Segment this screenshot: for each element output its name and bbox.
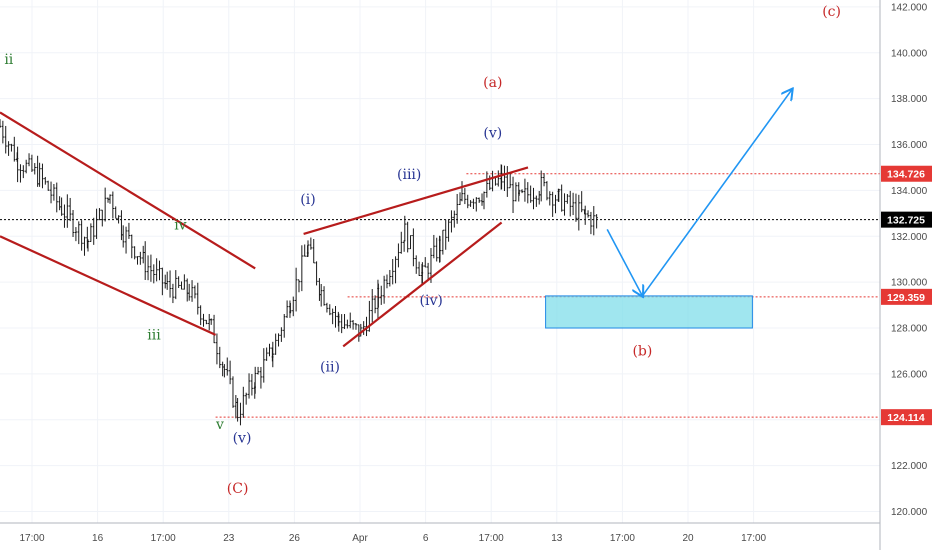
wave-label: iv	[174, 217, 186, 233]
x-tick-label: Apr	[352, 533, 368, 544]
y-tick-label: 138.000	[891, 94, 928, 105]
price-label-bg	[881, 165, 932, 182]
candles	[0, 119, 598, 426]
y-tick-label: 130.000	[891, 278, 928, 289]
wave-label: iii	[147, 327, 161, 343]
wave-label: (C)	[227, 481, 249, 497]
wave-label: (iv)	[420, 293, 443, 309]
projection-arrows	[606, 89, 792, 297]
wave-label: v	[215, 417, 224, 433]
wave-label: (ii)	[320, 360, 340, 376]
target-zone-layer	[545, 295, 753, 329]
horizontal-levels	[0, 173, 880, 418]
price-label: 132.725	[887, 215, 925, 227]
y-tick-label: 128.000	[891, 324, 928, 335]
price-label: 129.359	[887, 292, 925, 304]
wave-label: (v)	[233, 431, 252, 447]
x-tick-label: 23	[223, 533, 235, 544]
x-tick-label: 20	[682, 533, 694, 544]
x-tick-label: 16	[92, 533, 104, 544]
trendline	[0, 235, 217, 336]
wave-labels: iiiviiiv(v)(C)(i)(ii)(iii)(iv)(v)(a)(b)(…	[4, 4, 841, 497]
wave-label: (i)	[300, 192, 315, 208]
y-tick-label: 142.000	[891, 2, 928, 13]
grid	[0, 0, 880, 523]
x-tick-label: 26	[289, 533, 301, 544]
y-tick-label: 134.000	[891, 186, 928, 197]
y-tick-label: 132.000	[891, 232, 928, 243]
trendlines	[0, 111, 529, 348]
wave-label: (iii)	[397, 167, 421, 183]
price-label: 134.726	[887, 169, 925, 181]
projection-arrow-up	[641, 89, 792, 297]
x-tick-label: 13	[551, 533, 563, 544]
x-tick-label: 17:00	[610, 533, 635, 544]
trendline	[303, 166, 529, 236]
price-label-bg	[881, 211, 932, 228]
wave-label: (c)	[822, 4, 841, 20]
y-tick-label: 140.000	[891, 48, 928, 59]
trendline	[342, 221, 503, 348]
x-tick-label: 17:00	[151, 533, 176, 544]
target-zone	[545, 295, 753, 329]
x-tick-label: 17:00	[479, 533, 504, 544]
wave-label: (b)	[632, 344, 652, 360]
projection-arrow-down	[606, 229, 642, 296]
y-tick-label: 126.000	[891, 369, 928, 380]
trendline	[0, 111, 256, 270]
price-label: 124.114	[887, 412, 925, 424]
x-tick-label: 6	[423, 533, 429, 544]
y-tick-label: 120.000	[891, 507, 928, 518]
wave-label: (v)	[483, 126, 502, 142]
wave-label: ii	[4, 52, 13, 68]
price-label-bg	[881, 409, 932, 426]
x-tick-label: 17:00	[19, 533, 44, 544]
wave-label: (a)	[483, 75, 502, 91]
x-tick-label: 17:00	[741, 533, 766, 544]
y-tick-label: 136.000	[891, 140, 928, 151]
price-label-bg	[881, 288, 932, 305]
y-tick-label: 122.000	[891, 461, 928, 472]
